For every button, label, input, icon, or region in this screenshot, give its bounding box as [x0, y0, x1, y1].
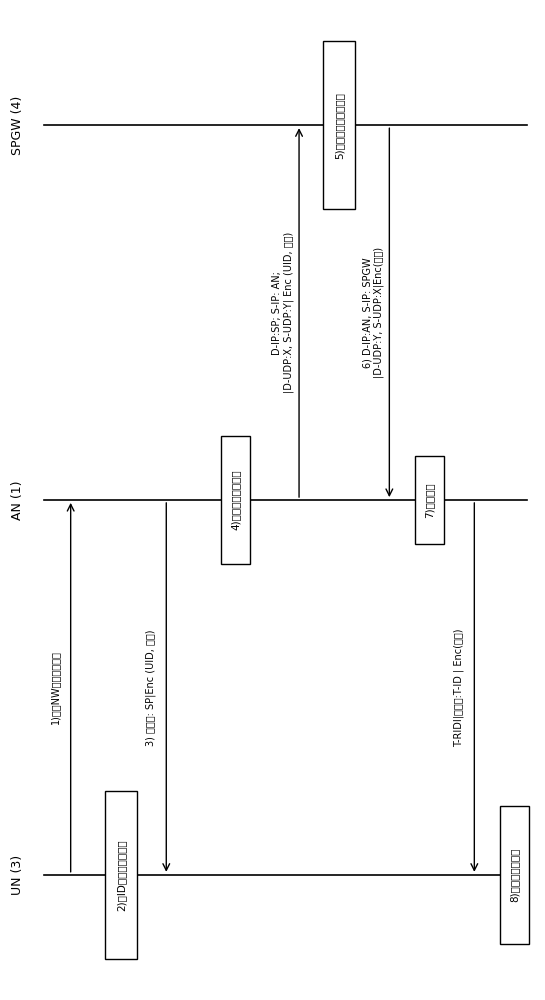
- FancyBboxPatch shape: [323, 41, 355, 209]
- Text: 6) D-IP:AN, S-IP: SPGW
|D-UDP:Y, S-UDP:X|Enc(数据): 6) D-IP:AN, S-IP: SPGW |D-UDP:Y, S-UDP:X…: [362, 247, 384, 378]
- FancyBboxPatch shape: [105, 791, 137, 959]
- FancyBboxPatch shape: [415, 456, 444, 544]
- Text: SPGW (4): SPGW (4): [11, 96, 24, 155]
- Text: 8)对数据进行解密: 8)对数据进行解密: [509, 848, 519, 902]
- Text: 7)使用映射: 7)使用映射: [424, 482, 434, 518]
- Text: AN (1): AN (1): [11, 480, 24, 520]
- Text: T-RIDI|目的地:T-ID | Enc(数据): T-RIDI|目的地:T-ID | Enc(数据): [453, 628, 464, 747]
- Text: 3) 目的地: SP|Enc (UID, 数据): 3) 目的地: SP|Enc (UID, 数据): [145, 629, 155, 746]
- FancyBboxPatch shape: [500, 806, 529, 944]
- Text: D-IP:SP; S-IP: AN;
|D-UDP:X, S-UDP:Y| Enc (UID, 数据): D-IP:SP; S-IP: AN; |D-UDP:X, S-UDP:Y| En…: [272, 232, 294, 393]
- Text: 1)本地NW特定接入程序: 1)本地NW特定接入程序: [50, 650, 60, 724]
- Text: 4)通过默认路径转发: 4)通过默认路径转发: [231, 470, 240, 530]
- Text: 5)对用户标识进行解密: 5)对用户标识进行解密: [334, 92, 344, 159]
- FancyBboxPatch shape: [221, 436, 250, 564]
- Text: 2)对ID和数据进行加密: 2)对ID和数据进行加密: [116, 839, 126, 911]
- Text: UN (3): UN (3): [11, 855, 24, 895]
